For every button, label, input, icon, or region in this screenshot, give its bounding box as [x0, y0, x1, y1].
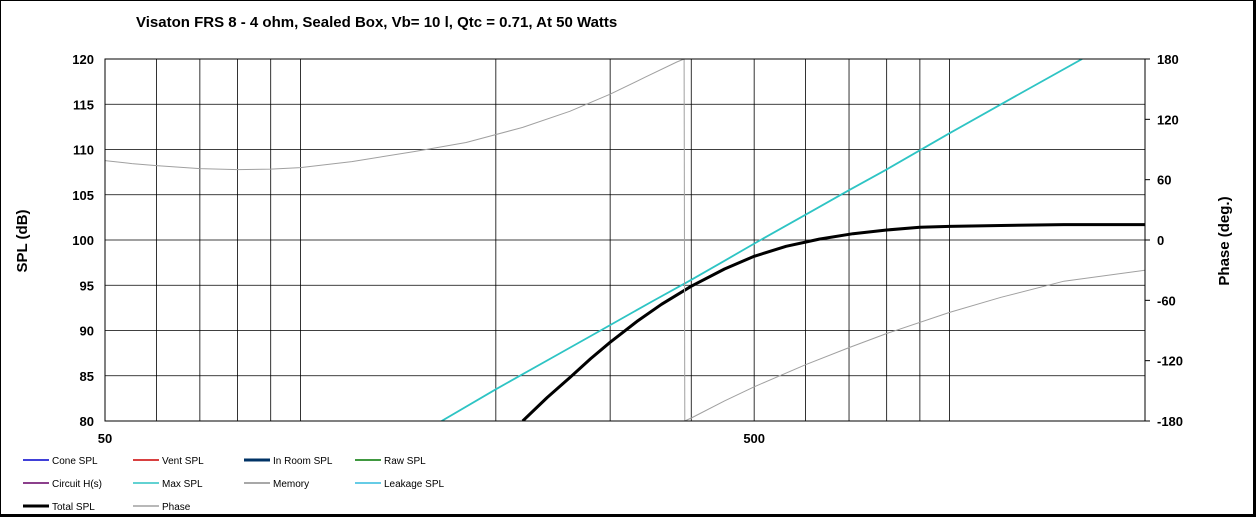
y2-axis-label: Phase (deg.)	[1216, 196, 1233, 285]
y2-axis-ticks: -180 -120 -60 0 60 120 180	[1145, 52, 1183, 429]
legend-label: Vent SPL	[162, 456, 204, 467]
chart-title: Visaton FRS 8 - 4 ohm, Sealed Box, Vb= 1…	[136, 14, 617, 31]
grid	[105, 58, 1145, 422]
series-max-spl-line	[441, 59, 1083, 421]
series-layer	[105, 59, 1145, 421]
plot-area-border	[104, 58, 1146, 422]
legend-label: Phase	[162, 502, 191, 513]
y-tick-label: 115	[73, 97, 94, 112]
legend-label: Total SPL	[52, 502, 95, 513]
legend-label: Max SPL	[162, 479, 203, 490]
series-phase-line	[105, 59, 1145, 421]
legend-label: Memory	[273, 479, 309, 490]
y2-tick-label: 180	[1157, 52, 1179, 67]
x-tick-label: 50	[98, 431, 112, 446]
legend-label: Raw SPL	[384, 456, 426, 467]
y2-tick-label: -180	[1157, 414, 1183, 429]
y-axis-label: SPL (dB)	[14, 209, 31, 272]
y-tick-label: 95	[80, 278, 94, 293]
y2-tick-label: 60	[1157, 173, 1171, 188]
legend-label: In Room SPL	[273, 456, 333, 467]
x-axis-ticks: 50 500	[98, 431, 765, 446]
y2-tick-label: 0	[1157, 233, 1164, 248]
legend-label: Leakage SPL	[384, 479, 444, 490]
y-tick-label: 90	[80, 324, 94, 339]
y-tick-label: 85	[80, 369, 94, 384]
y2-tick-label: -60	[1157, 293, 1176, 308]
series-total-spl-line	[521, 223, 1145, 421]
legend-label: Circuit H(s)	[52, 479, 102, 490]
y-tick-label: 110	[73, 143, 94, 158]
y2-tick-label: -120	[1157, 354, 1183, 369]
legend-label: Cone SPL	[52, 456, 98, 467]
y-tick-label: 120	[72, 52, 94, 67]
y-tick-label: 105	[72, 188, 94, 203]
x-tick-label: 500	[743, 431, 765, 446]
y2-tick-label: 120	[1157, 112, 1179, 127]
y-tick-label: 100	[72, 233, 94, 248]
y-tick-label: 80	[80, 414, 94, 429]
legend: Cone SPL Vent SPL In Room SPL Raw SPL Circui…	[23, 456, 444, 513]
y-axis-ticks: 80 85 90 95 100 105 110 115 120	[72, 52, 94, 429]
